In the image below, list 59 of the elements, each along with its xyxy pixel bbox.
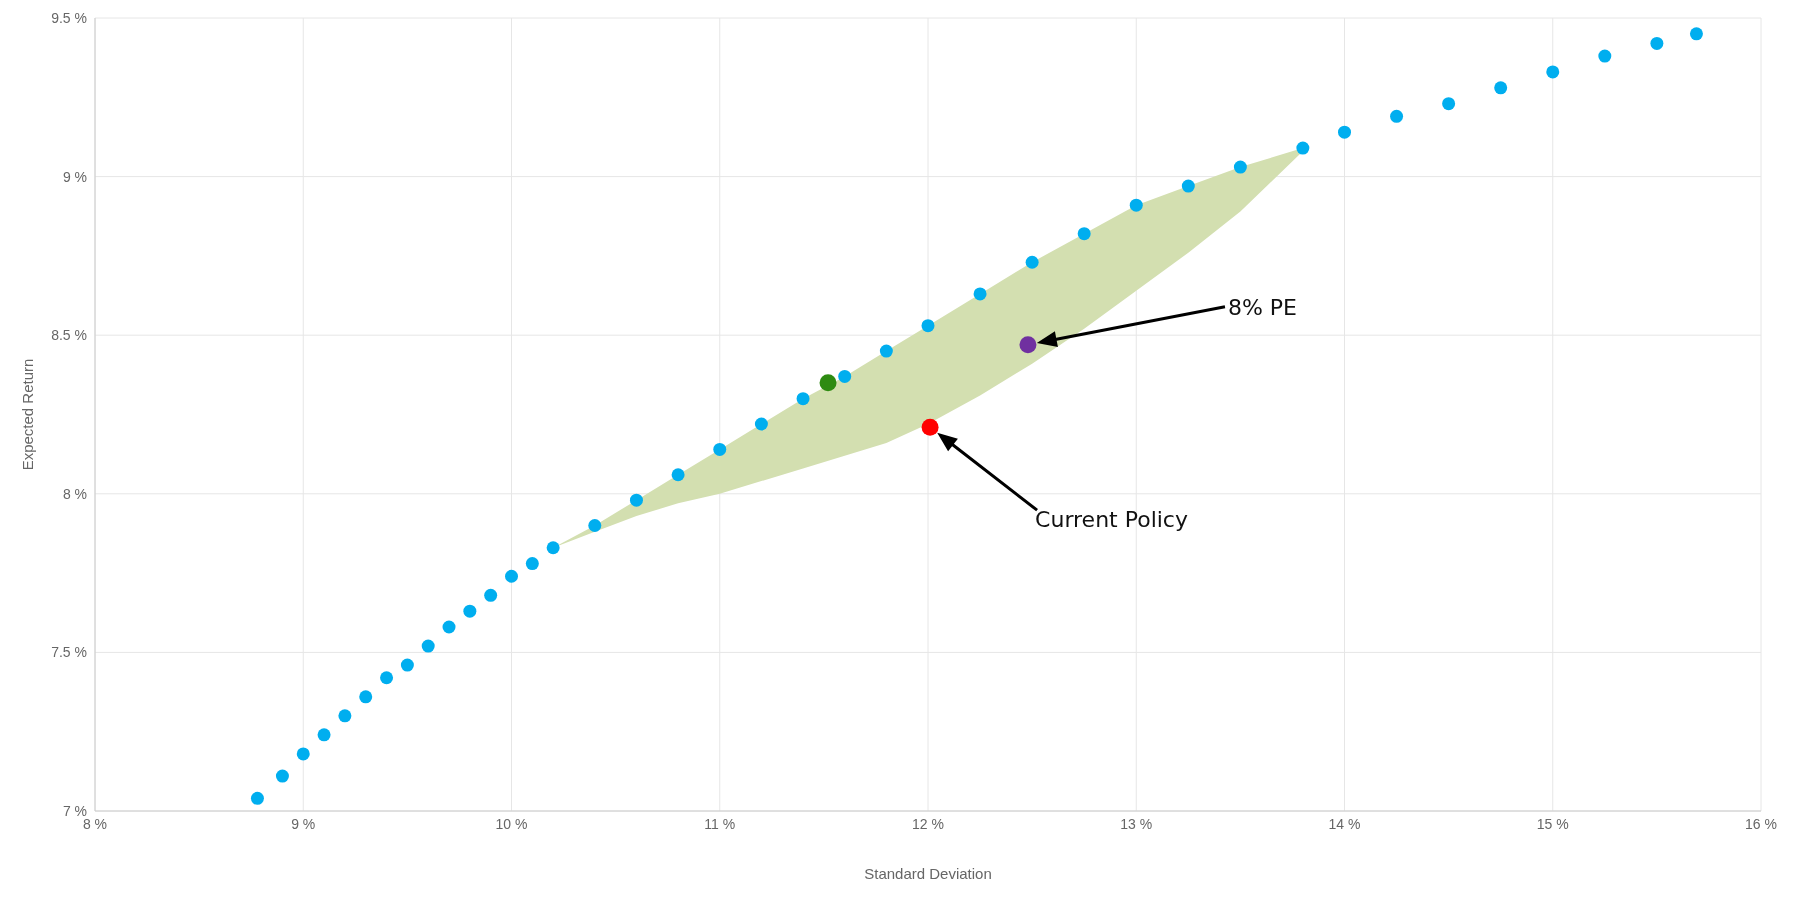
point [546,541,560,555]
point [1077,227,1091,241]
point [921,319,935,333]
point [250,791,264,805]
y-tick-label: 9.5 % [51,9,87,26]
point [713,442,727,456]
point [1019,336,1037,354]
y-tick-label: 9 % [62,168,87,185]
point [671,468,685,482]
text: Current Policy [1035,507,1188,533]
point [1650,36,1664,50]
point [296,747,310,761]
point [1338,125,1351,139]
point [796,392,810,406]
x-tick-label: 16 % [1745,815,1777,832]
point [629,493,643,507]
x-tick-label: 9 % [291,815,316,832]
point [838,369,852,383]
y-tick-label: 7.5 % [51,644,87,661]
y-axis-title: Expected Return [19,358,37,471]
y-tick-label: 8.5 % [51,327,87,344]
point [973,287,987,301]
point [338,709,352,723]
point [1598,49,1612,63]
point [1233,160,1247,174]
x-tick-label: 11 % [704,815,736,832]
point [317,728,331,742]
x-tick-label: 12 % [912,815,944,832]
x-tick-label: 14 % [1328,815,1361,832]
point [505,569,518,583]
point [1442,97,1456,111]
text: 8% PE [1227,294,1298,320]
y-tick-label: 8 % [62,485,87,502]
point [484,588,498,602]
point [1390,109,1404,123]
point [463,604,477,618]
point [1129,198,1143,212]
point [1689,27,1703,41]
point [380,671,394,685]
x-axis-title: Standard Deviation [864,865,992,882]
point [525,557,539,571]
point [1025,255,1039,269]
point [400,658,414,672]
point [754,417,768,431]
point [879,344,893,358]
x-tick-label: 13 % [1120,815,1153,832]
point [1546,65,1560,79]
x-tick-label: 15 % [1536,815,1569,832]
x-tick-label: 10 % [495,815,528,832]
point [359,690,373,704]
point [1296,141,1310,155]
point [819,374,837,392]
point [1494,81,1508,95]
point [921,418,939,436]
point [442,620,456,634]
point [588,519,602,533]
point [275,769,289,783]
point [1181,179,1195,193]
point [421,639,435,653]
